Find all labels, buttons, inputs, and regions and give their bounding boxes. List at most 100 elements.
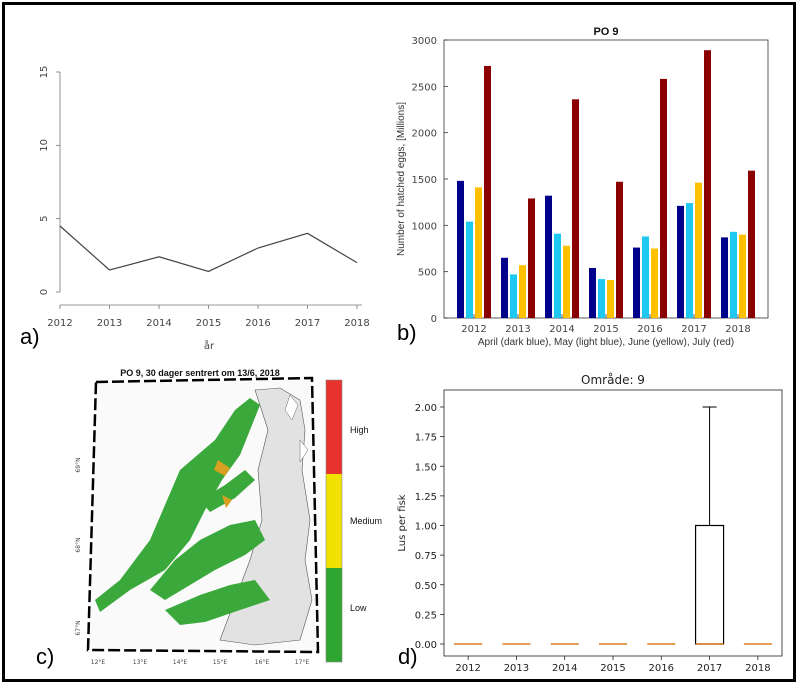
panel-a-x-tick-label: 2016 xyxy=(245,318,270,329)
panel-b-bar-series-1 xyxy=(633,247,640,318)
panel-b-bar-series-4 xyxy=(572,99,579,318)
legend-low-label: Low xyxy=(350,603,367,613)
map-zone-fjord-c xyxy=(200,470,255,512)
panel-b-bar-series-1 xyxy=(457,180,464,318)
panel-b-bar-series-4 xyxy=(616,181,623,318)
figure-frame xyxy=(2,2,796,682)
panel-b-bar-series-2 xyxy=(554,233,561,318)
panel-b-bar-series-1 xyxy=(589,267,596,318)
panel-d-y-tick-label: 2.00 xyxy=(415,403,437,414)
panel-d-box xyxy=(694,524,725,645)
panel-b-x-label: April (dark blue), May (light blue), Jun… xyxy=(478,337,734,348)
panel-a-y-tick-label: 15 xyxy=(39,66,50,79)
legend-medium-swatch xyxy=(326,474,342,568)
panel-d-y-label: Lus per fisk xyxy=(397,494,408,551)
panel-b-bar-series-2 xyxy=(730,231,737,318)
panel-a-series-line xyxy=(59,225,358,273)
panel-b-bar-series-1 xyxy=(545,195,552,318)
panel-a-x-tick-label: 2015 xyxy=(196,318,221,329)
panel-b-bar-series-3 xyxy=(519,265,526,318)
panel-b-bar-series-4 xyxy=(748,170,755,318)
map-lon-tick-label: 12°E xyxy=(91,659,106,666)
panel-d-y-tick-label: 0.50 xyxy=(415,581,437,592)
panel-b-y-tick-label: 0 xyxy=(431,314,437,325)
legend-high-label: High xyxy=(350,425,369,435)
panel-d-label: d) xyxy=(398,644,418,669)
panel-b-x-tick-label: 2017 xyxy=(681,324,706,335)
panel-b-bar-series-4 xyxy=(528,198,535,318)
panel-c-label: c) xyxy=(36,644,54,669)
panel-a-x-tick-label: 2018 xyxy=(344,318,369,329)
legend-bar-frame xyxy=(325,379,343,663)
panel-b-bar-series-2 xyxy=(466,221,473,318)
panel-b-bar-series-4 xyxy=(660,78,667,318)
panel-b-title: PO 9 xyxy=(593,26,618,38)
panel-d-x-tick-label: 2018 xyxy=(745,663,770,674)
panel-d-y-tick-label: 0.00 xyxy=(415,640,437,651)
panel-a-y-tick-label: 5 xyxy=(39,215,50,221)
panel-a-x-label: år xyxy=(204,339,215,352)
panel-d-plot-frame xyxy=(443,389,783,657)
panel-d-y-tick-label: 0.25 xyxy=(415,610,437,621)
map-zone-outer xyxy=(95,398,260,612)
map-zone-fjord-a xyxy=(150,520,265,600)
panel-d-y-tick-label: 0.75 xyxy=(415,551,437,562)
panel-b-y-tick-label: 2000 xyxy=(412,129,437,140)
panel-c-title: PO 9, 30 dager sentrert om 13/6, 2018 xyxy=(120,368,280,378)
panel-d-y-tick-label: 1.25 xyxy=(415,492,437,503)
legend-low-swatch xyxy=(326,568,342,662)
panel-b-bar-series-3 xyxy=(475,187,482,318)
legend-medium-label: Medium xyxy=(350,516,382,526)
panel-d-x-tick-label: 2012 xyxy=(455,663,480,674)
map-zone-fjord-b xyxy=(165,580,270,625)
panel-a-line-chart: 0 5 10 15 2012 2013 2014 2015 2016 2017 2018 år a… xyxy=(20,66,370,352)
panel-d-x-tick-label: 2015 xyxy=(600,663,625,674)
panel-b-y-label: Number of hatched eggs, [Millions] xyxy=(396,102,407,256)
panel-a-x-tick-label: 2017 xyxy=(295,318,320,329)
panel-a-label: a) xyxy=(20,324,40,349)
panel-b-x-tick-label: 2013 xyxy=(505,324,530,335)
map-medium-spots xyxy=(214,460,232,508)
panel-d-title: Område: 9 xyxy=(581,373,645,387)
panel-b-bar-series-2 xyxy=(510,274,517,318)
panel-d-x-tick-label: 2017 xyxy=(697,663,722,674)
panel-b-y-tick-label: 1000 xyxy=(412,221,437,232)
panel-b-y-tick-label: 500 xyxy=(418,268,437,279)
map-lakes xyxy=(284,394,309,463)
panel-b-bar-series-2 xyxy=(686,203,693,318)
panel-b-x-tick-label: 2014 xyxy=(549,324,574,335)
panel-d-y-tick-label: 1.00 xyxy=(415,522,437,533)
map-lon-tick-label: 15°E xyxy=(213,659,228,666)
map-lon-tick-label: 14°E xyxy=(173,659,188,666)
panel-b-x-tick-label: 2012 xyxy=(461,324,486,335)
panel-b-bar-series-3 xyxy=(695,182,702,318)
panel-d-x-tick-label: 2013 xyxy=(504,663,529,674)
panel-b-x-tick-label: 2016 xyxy=(637,324,662,335)
panel-b-bar-series-4 xyxy=(704,50,711,319)
panel-b-y-tick-label: 1500 xyxy=(412,175,437,186)
panel-b-bar-series-1 xyxy=(677,205,684,318)
panel-b-bar-series-3 xyxy=(651,248,658,318)
map-lon-tick-label: 13°E xyxy=(133,659,148,666)
panel-b-plot-frame xyxy=(443,39,769,319)
map-lon-tick-label: 17°E xyxy=(295,659,310,666)
panel-b-bar-series-2 xyxy=(642,236,649,318)
panel-c-map: PO 9, 30 dager sentrert om 13/6, 2018 Hi… xyxy=(36,368,382,669)
map-land xyxy=(219,387,313,646)
panel-d-y-tick-label: 1.50 xyxy=(415,462,437,473)
panel-b-bar-series-3 xyxy=(563,245,570,318)
panel-b-bar-series-3 xyxy=(739,234,746,318)
panel-a-y-tick-label: 0 xyxy=(39,289,50,295)
panel-b-bar-series-3 xyxy=(607,280,614,318)
panel-d-y-tick-label: 1.75 xyxy=(415,433,437,444)
panel-d-x-tick-label: 2016 xyxy=(649,663,674,674)
panel-b-bar-series-4 xyxy=(484,65,491,319)
panel-d-x-tick-label: 2014 xyxy=(552,663,577,674)
panel-d-box-plot: Område: 9 0.00 0.25 0.50 0.75 1.00 1.25 1.50 1.… xyxy=(397,373,783,674)
map-lat-tick-label: 67°N xyxy=(75,620,82,635)
map-lat-tick-label: 69°N xyxy=(75,457,82,472)
panel-b-bar-series-1 xyxy=(501,257,508,318)
panel-b-x-tick-label: 2018 xyxy=(725,324,750,335)
panel-b-bar-series-1 xyxy=(721,237,728,318)
